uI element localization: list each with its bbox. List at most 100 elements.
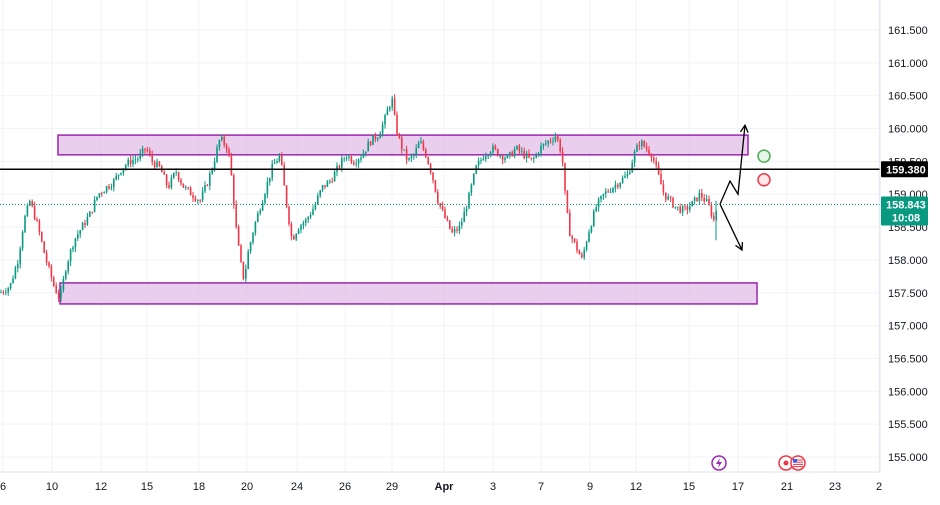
candle-body [499, 155, 501, 157]
candle-body [415, 148, 417, 155]
candle-body [237, 226, 240, 246]
x-tick-label: 12 [630, 481, 642, 493]
candle-body [506, 154, 509, 158]
candle-body [341, 158, 343, 168]
bearish-arrow-head [735, 242, 744, 252]
candle-body [91, 211, 93, 213]
candle-body [297, 229, 300, 234]
candle-body [511, 152, 513, 157]
candle-body [43, 241, 45, 253]
candle-body [403, 149, 405, 151]
candle-body [362, 153, 365, 158]
candle-body [626, 174, 629, 176]
candle-body [12, 278, 14, 283]
candle-body [247, 251, 249, 270]
projections [719, 123, 749, 252]
candle-body [38, 220, 41, 233]
candle-body [249, 242, 252, 252]
candle-body [679, 206, 681, 213]
candle-body [422, 141, 425, 150]
candle-body [69, 249, 72, 262]
candle-body [609, 191, 612, 193]
candle-body [211, 169, 213, 174]
candle-body [417, 143, 420, 149]
candle-body [501, 155, 504, 160]
candle-body [245, 269, 247, 279]
candle-body [465, 208, 468, 212]
candle-body [309, 214, 312, 218]
candle-body [293, 236, 295, 240]
candle-body [21, 232, 24, 249]
x-tick-label: 2 [876, 481, 882, 493]
candle-body [374, 135, 377, 140]
candle-body [36, 219, 38, 221]
candle-body [29, 201, 31, 206]
bullish-projection-line [719, 125, 746, 205]
candle-body [441, 206, 444, 210]
candle-body [691, 201, 693, 207]
x-axis[interactable]: 6 10 12 15 18 20 24 26 29 Apr 3 7 9 12 15 17 21 23 2 [0, 481, 882, 493]
candle-body [14, 267, 17, 279]
candle-body [566, 190, 569, 213]
candle-body [271, 163, 273, 178]
candle-body [703, 197, 705, 202]
candle-body [197, 200, 199, 202]
candle-body [470, 184, 473, 193]
candle-body [650, 154, 653, 158]
candle-body [113, 179, 115, 188]
candle-body [156, 161, 158, 168]
flag-canton [793, 459, 797, 463]
candle-body [444, 209, 446, 219]
candle-body [595, 207, 597, 211]
candle-body [456, 229, 458, 231]
candle-body [614, 184, 617, 189]
candle-body [115, 175, 117, 180]
candle-body [533, 157, 535, 159]
candle-body [369, 141, 372, 145]
candle-body [564, 162, 566, 191]
candle-body [127, 159, 129, 166]
candle-body [259, 210, 261, 214]
candle-body [194, 197, 197, 201]
candle-body [381, 124, 384, 134]
candle-body [24, 215, 26, 233]
candle-body [31, 201, 33, 206]
y-tick-label: 156.500 [888, 353, 928, 365]
candle-body [355, 163, 357, 165]
candle-body [295, 233, 297, 240]
candle-body [108, 186, 110, 189]
y-tick-label: 161.500 [888, 25, 928, 37]
candle-body [576, 241, 578, 251]
candle-body [110, 187, 113, 189]
candle-body [482, 158, 485, 160]
y-axis[interactable]: 161.500161.000160.500160.000159.500159.0… [888, 25, 928, 464]
bullish-arrow-head [739, 123, 749, 133]
countdown-label: 10:08 [892, 213, 920, 225]
event-dot-icon [783, 460, 789, 466]
candle-body [348, 156, 350, 158]
candle-body [93, 199, 96, 212]
candle-body [425, 149, 427, 158]
candle-body [189, 187, 192, 196]
candle-body [487, 155, 489, 157]
candle-body [537, 153, 540, 155]
x-tick-label: Apr [435, 481, 455, 493]
last-price-tag-label: 158.843 [886, 200, 926, 212]
candle-body [377, 138, 379, 140]
candle-body [223, 136, 225, 145]
candle-body [218, 140, 221, 148]
candle-body [302, 222, 305, 226]
candle-body [139, 153, 141, 159]
candle-body [185, 187, 187, 189]
candle-body [473, 173, 475, 185]
candle-body [149, 150, 151, 155]
candle-body [669, 196, 672, 198]
candle-body [372, 135, 374, 145]
y-tick-label: 157.500 [888, 288, 928, 300]
bearish-projection-line [719, 203, 743, 251]
candle-body [619, 182, 621, 187]
y-tick-label: 158.000 [888, 255, 928, 267]
candle-body [497, 148, 499, 156]
candle-body [331, 181, 333, 183]
